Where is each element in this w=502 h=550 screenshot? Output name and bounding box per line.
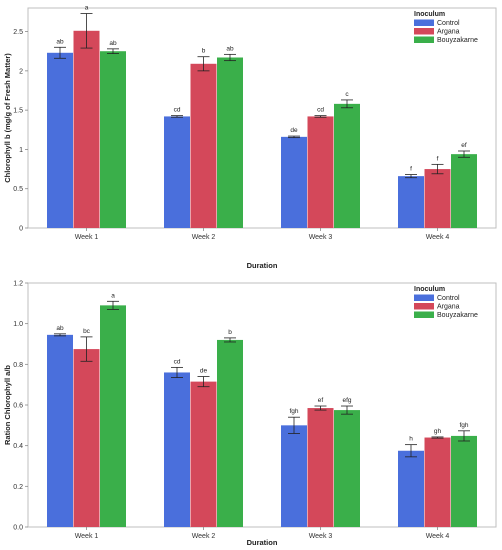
bar-argana-week-3 xyxy=(307,116,334,228)
bar-bouyzakarne-week-3 xyxy=(334,103,360,228)
x-tick-label-week-2: Week 2 xyxy=(192,533,216,540)
y-tick-label: 0.8 xyxy=(13,362,23,369)
bar-argana-week-1 xyxy=(73,349,100,527)
x-axis-title: Duration xyxy=(247,538,278,547)
chart-chlorophyll-b: 0 0.5 1 1.5 2 2.5 Chlorophyll b (mg/g of Fresh… xyxy=(3,5,497,270)
legend-swatch-argana xyxy=(414,28,434,35)
legend-label-bouyzakarne: Bouyzakarne xyxy=(437,37,478,44)
legend-swatch-control xyxy=(414,294,434,301)
y-tick-label: 0.4 xyxy=(13,443,23,450)
legend-label-bouyzakarne: Bouyzakarne xyxy=(437,312,478,319)
y-tick-label: 2 xyxy=(19,68,23,75)
significance-letter: f xyxy=(410,166,412,173)
significance-letter: ab xyxy=(226,45,234,52)
bar-control-week-1 xyxy=(47,334,73,527)
chart-ratio-ab: 0.0 0.2 0.4 0.6 0.8 1.0 1.2 Ration Chlorophyll … xyxy=(3,281,497,547)
x-axis-title: Duration xyxy=(247,261,278,270)
bar-control-week-3 xyxy=(281,425,307,527)
legend-label-argana: Argana xyxy=(437,304,460,311)
significance-letter: bc xyxy=(83,328,91,335)
bar-argana-week-4 xyxy=(424,437,451,527)
x-tick-label-week-3: Week 3 xyxy=(309,533,333,540)
bar-argana-week-2 xyxy=(190,63,217,229)
y-tick-label: 0.6 xyxy=(13,403,23,410)
bar-control-week-4 xyxy=(398,176,424,228)
significance-letter: cd xyxy=(174,358,181,365)
significance-letter: fgh xyxy=(459,422,468,429)
significance-letter: cd xyxy=(174,107,181,114)
bar-argana-week-4 xyxy=(424,169,451,228)
legend-title: Inoculum xyxy=(414,286,445,293)
y-tick-label: 0.5 xyxy=(13,186,23,193)
significance-letter: c xyxy=(345,91,349,98)
bar-control-week-2 xyxy=(164,372,190,527)
bar-argana-week-2 xyxy=(190,381,217,527)
x-tick-label-week-4: Week 4 xyxy=(426,533,450,540)
legend-swatch-bouyzakarne xyxy=(414,311,434,318)
bar-bouyzakarne-week-2 xyxy=(217,339,243,527)
significance-letter: b xyxy=(202,48,206,55)
significance-letter: gh xyxy=(434,428,442,435)
x-tick-label-week-3: Week 3 xyxy=(309,234,333,241)
y-axis-title: Chlorophyll b (mg/g of Fresh Matter) xyxy=(3,53,12,183)
bar-control-week-3 xyxy=(281,136,307,228)
y-tick-label: 1.5 xyxy=(13,108,23,115)
bar-bouyzakarne-week-1 xyxy=(100,51,126,228)
legend-title: Inoculum xyxy=(414,11,445,18)
y-tick-label: 0 xyxy=(19,226,23,233)
y-tick-label: 1.2 xyxy=(13,281,23,288)
chart-panel-chlorophyll-b: 0 0.5 1 1.5 2 2.5 Chlorophyll b (mg/g of Fresh… xyxy=(3,5,497,270)
bar-control-week-1 xyxy=(47,52,73,229)
bar-argana-week-3 xyxy=(307,408,334,527)
y-tick-label: 1 xyxy=(19,147,23,154)
significance-letter: efg xyxy=(342,397,351,404)
x-tick-label-week-1: Week 1 xyxy=(75,533,99,540)
significance-letter: fgh xyxy=(289,408,298,415)
legend-swatch-control xyxy=(414,19,434,26)
legend-label-argana: Argana xyxy=(437,29,460,36)
legend-label-control: Control xyxy=(437,295,460,302)
significance-letter: ab xyxy=(56,38,64,45)
significance-letter: cd xyxy=(317,107,324,114)
legend-label-control: Control xyxy=(437,20,460,27)
bar-bouyzakarne-week-4 xyxy=(451,435,477,527)
significance-letter: ab xyxy=(109,40,117,47)
legend-swatch-argana xyxy=(414,303,434,310)
significance-letter: f xyxy=(437,155,439,162)
x-tick-label-week-1: Week 1 xyxy=(75,234,99,241)
significance-letter: ab xyxy=(56,325,64,332)
significance-letter: a xyxy=(85,5,89,12)
plot-frame xyxy=(27,7,497,229)
bar-bouyzakarne-week-4 xyxy=(451,154,477,228)
chart-panel-ratio-ab: 0.0 0.2 0.4 0.6 0.8 1.0 1.2 Ration Chlorophyll … xyxy=(0,275,502,550)
y-tick-label: 0.0 xyxy=(13,525,23,532)
bar-control-week-2 xyxy=(164,116,190,228)
bar-bouyzakarne-week-3 xyxy=(334,410,360,527)
bar-control-week-4 xyxy=(398,450,424,527)
significance-letter: de xyxy=(200,368,208,375)
y-tick-label: 1.0 xyxy=(13,321,23,328)
significance-letter: ef xyxy=(461,142,467,149)
y-axis-title: Ration Chlorophyll a/b xyxy=(3,365,12,445)
significance-letter: h xyxy=(409,436,413,443)
x-tick-label-week-2: Week 2 xyxy=(192,234,216,241)
y-tick-label: 0.2 xyxy=(13,484,23,491)
significance-letter: ef xyxy=(318,397,324,404)
x-tick-label-week-4: Week 4 xyxy=(426,234,450,241)
y-tick-label: 2.5 xyxy=(13,29,23,36)
bar-bouyzakarne-week-2 xyxy=(217,57,243,228)
legend-swatch-bouyzakarne xyxy=(414,36,434,43)
bar-bouyzakarne-week-1 xyxy=(100,305,126,527)
significance-letter: de xyxy=(290,127,298,134)
significance-letter: b xyxy=(228,329,232,336)
bar-argana-week-1 xyxy=(73,30,100,228)
significance-letter: a xyxy=(111,292,115,299)
